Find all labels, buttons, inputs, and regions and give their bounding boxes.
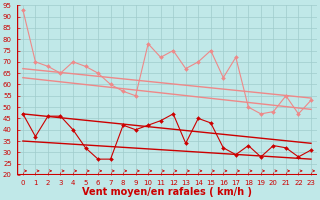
X-axis label: Vent moyen/en rafales ( km/h ): Vent moyen/en rafales ( km/h ) [82,187,252,197]
